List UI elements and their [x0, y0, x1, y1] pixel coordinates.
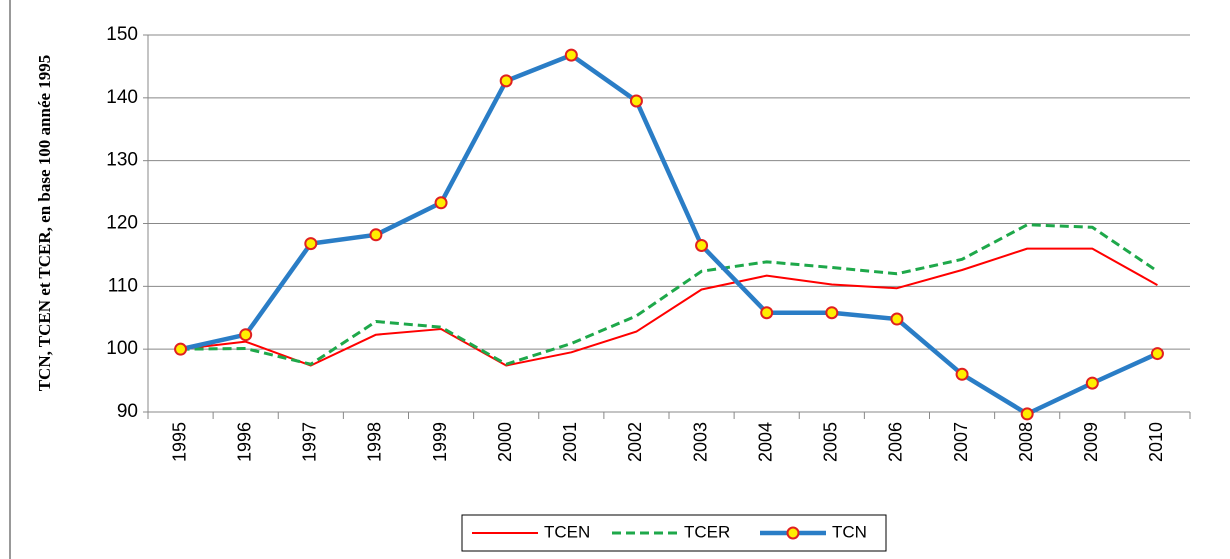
data-point — [695, 238, 709, 252]
x-tick-label: 2003 — [690, 422, 710, 462]
data-point — [564, 48, 578, 62]
series-line — [180, 223, 1159, 366]
data-point — [955, 367, 969, 381]
x-tick-label: 1998 — [365, 422, 385, 462]
series-line — [180, 52, 1159, 417]
x-tick-label: 1996 — [234, 422, 254, 462]
data-point — [434, 196, 448, 210]
legend-label: TCER — [684, 522, 730, 541]
x-tick-label: 2007 — [951, 422, 971, 462]
y-tick-label: 150 — [106, 24, 138, 45]
y-tick-label: 110 — [108, 275, 138, 296]
data-point — [499, 74, 513, 88]
x-tick-label: 1997 — [300, 422, 320, 462]
data-point — [890, 312, 904, 326]
data-point — [174, 342, 188, 356]
data-point — [760, 306, 774, 320]
series-line — [180, 247, 1158, 367]
x-tick-label: 1995 — [169, 422, 189, 462]
x-tick-label: 2001 — [560, 422, 580, 462]
x-tick-label: 2008 — [1016, 422, 1036, 462]
legend-label: TCN — [832, 522, 867, 541]
x-tick-label: 2004 — [755, 422, 775, 462]
y-tick-label: 120 — [106, 213, 138, 234]
data-point — [629, 94, 643, 108]
data-point — [1085, 376, 1099, 390]
data-point — [1150, 347, 1164, 361]
legend-marker — [786, 526, 800, 540]
x-tick-label: 2006 — [886, 422, 906, 462]
data-point — [825, 306, 839, 320]
y-tick-label: 140 — [106, 87, 138, 108]
data-point — [1020, 407, 1034, 421]
x-tick-label: 2009 — [1081, 422, 1101, 462]
y-tick-label: 90 — [117, 401, 138, 422]
data-point — [239, 328, 253, 342]
y-tick-label: 100 — [106, 338, 138, 359]
x-tick-label: 1999 — [430, 422, 450, 462]
y-axis-title: TCN, TCEN et TCER, en base 100 année 199… — [35, 55, 54, 392]
y-tick-label: 130 — [106, 150, 138, 171]
data-point — [369, 228, 383, 242]
x-tick-label: 2010 — [1146, 422, 1166, 462]
x-tick-label: 2005 — [821, 422, 841, 462]
data-point — [304, 237, 318, 251]
x-tick-label: 2002 — [625, 422, 645, 462]
x-tick-label: 2000 — [495, 422, 515, 462]
legend-label: TCEN — [544, 522, 590, 541]
